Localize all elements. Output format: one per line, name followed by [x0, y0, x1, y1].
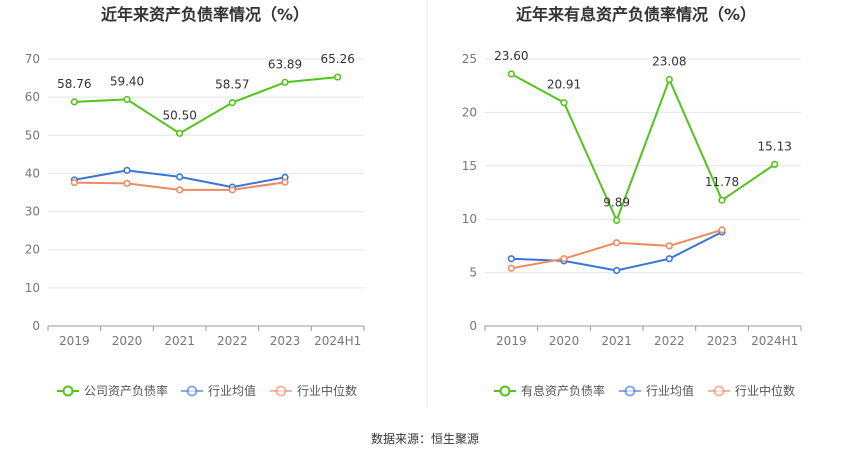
y-tick-label: 40	[25, 166, 40, 180]
data-point	[771, 160, 779, 169]
legend-item-industry-median[interactable]: 行业中位数	[708, 383, 795, 398]
x-tick-label: 2019	[496, 334, 527, 348]
data-label: 15.13	[757, 139, 791, 153]
legend-item-industry-average[interactable]: 行业均值	[181, 383, 256, 398]
legend-label: 行业中位数	[297, 383, 357, 398]
right-chart-title: 近年来有息资产负债率情况（%）	[516, 5, 756, 24]
data-point	[281, 78, 289, 86]
data-label: 59.40	[110, 74, 144, 88]
legend-item-industry-median[interactable]: 行业中位数	[270, 383, 357, 398]
legend-item-interest-bearing-ratio[interactable]: 有息资产负债率	[494, 383, 605, 398]
legend-item-company-ratio[interactable]: 公司资产负债率	[57, 383, 168, 398]
x-tick-label: 2019	[59, 334, 90, 348]
data-label: 23.08	[652, 55, 686, 69]
legend-label: 行业均值	[208, 383, 256, 398]
data-label: 9.89	[603, 195, 630, 209]
data-point	[281, 178, 289, 186]
x-tick-label: 2021	[601, 334, 632, 348]
data-point	[228, 98, 236, 107]
data-point	[334, 73, 342, 81]
data-point	[665, 75, 673, 84]
y-tick-label: 0	[32, 319, 40, 333]
data-point	[70, 98, 78, 106]
data-point	[70, 178, 78, 187]
data-point	[613, 266, 621, 275]
y-tick-label: 0	[469, 319, 477, 333]
y-tick-label: 20	[462, 105, 477, 119]
series-line	[74, 76, 338, 135]
data-label: 65.26	[320, 52, 354, 66]
x-tick-label: 2023	[707, 334, 738, 348]
right-legend: 有息资产负债率 行业均值 行业中位数	[494, 383, 795, 398]
data-point	[228, 186, 236, 194]
data-point	[665, 255, 673, 263]
left-chart-plot: 0 10 20 30 40 50 60 70 2019 2020 2021 2022 2023 2024H…	[25, 52, 365, 348]
data-label: 58.57	[215, 78, 249, 92]
legend-label: 公司资产负债率	[84, 383, 168, 398]
series-line	[511, 231, 723, 272]
data-point	[718, 196, 726, 204]
data-point	[123, 179, 131, 187]
legend-swatch-marker	[499, 385, 511, 397]
left-legend: 公司资产负债率 行业均值 行业中位数	[57, 383, 357, 398]
data-point	[123, 166, 131, 174]
x-tick-label: 2022	[654, 334, 685, 348]
x-tick-label: 2020	[112, 334, 143, 348]
data-point	[560, 99, 568, 107]
legend-swatch-marker	[275, 385, 287, 397]
series-line	[510, 73, 776, 222]
x-tick-label: 2024H1	[314, 334, 361, 348]
y-tick-label: 50	[25, 128, 40, 142]
y-tick-label: 20	[25, 243, 40, 257]
legend-swatch-marker	[624, 385, 636, 397]
data-label: 50.50	[162, 108, 196, 122]
y-tick-label: 15	[462, 159, 477, 173]
legend-label: 有息资产负债率	[521, 383, 605, 398]
legend-label: 行业均值	[646, 383, 694, 398]
y-tick-label: 60	[25, 90, 40, 104]
data-label: 20.91	[547, 78, 581, 92]
x-tick-label: 2021	[164, 334, 195, 348]
legend-swatch-marker	[713, 385, 725, 397]
data-label: 23.60	[494, 49, 528, 63]
data-point	[176, 129, 184, 137]
data-point	[613, 216, 621, 224]
y-tick-label: 30	[25, 205, 40, 219]
data-label: 11.78	[705, 175, 739, 189]
data-point	[613, 239, 621, 247]
right-chart-plot: 0 5 10 15 20 25 2019 2020 2021 2022 2023 2024H1 23.6…	[462, 49, 802, 348]
y-tick-label: 10	[462, 212, 477, 226]
y-tick-label: 10	[25, 281, 40, 295]
y-tick-label: 70	[25, 52, 40, 66]
data-label: 58.76	[57, 77, 91, 91]
y-tick-label: 25	[462, 52, 477, 66]
data-point	[176, 186, 184, 194]
data-label: 63.89	[268, 57, 302, 71]
x-tick-label: 2022	[217, 334, 248, 348]
left-chart-title: 近年来资产负债率情况（%）	[101, 5, 309, 24]
data-point	[665, 242, 673, 250]
x-tick-label: 2024H1	[751, 334, 798, 348]
data-point	[507, 255, 515, 263]
data-point	[507, 264, 515, 272]
data-source-note: 数据来源：恒生聚源	[371, 431, 479, 446]
data-point	[176, 173, 184, 181]
y-tick-label: 5	[469, 266, 477, 280]
x-tick-label: 2023	[270, 334, 301, 348]
data-point	[507, 70, 515, 78]
data-point	[123, 95, 131, 104]
legend-swatch-marker	[62, 385, 74, 397]
legend-label: 行业中位数	[735, 383, 795, 398]
x-tick-label: 2020	[549, 334, 580, 348]
legend-swatch-marker	[186, 385, 198, 397]
data-point	[560, 255, 568, 263]
data-point	[718, 226, 726, 234]
legend-item-industry-average[interactable]: 行业均值	[619, 383, 694, 398]
